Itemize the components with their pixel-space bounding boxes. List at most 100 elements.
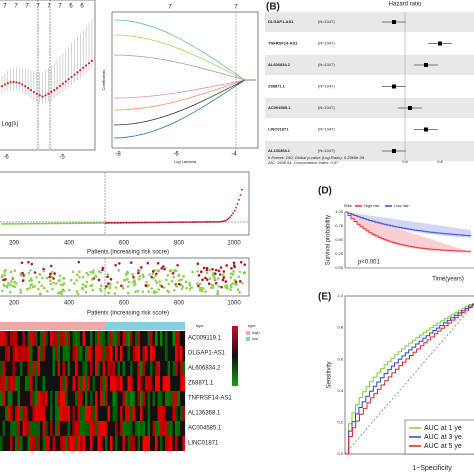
heat-cell bbox=[70, 406, 73, 421]
risk-point bbox=[95, 222, 98, 224]
heat-cell bbox=[27, 421, 31, 436]
heat-cell bbox=[80, 406, 83, 421]
heat-cell bbox=[77, 376, 81, 391]
status-point bbox=[106, 273, 110, 276]
heat-cell bbox=[110, 376, 113, 391]
status-point bbox=[84, 290, 88, 294]
heat-cell bbox=[175, 436, 178, 451]
gene-name: LINC01871 bbox=[268, 127, 289, 132]
heat-cell bbox=[180, 346, 183, 361]
risk-point bbox=[55, 222, 57, 225]
status-point bbox=[29, 283, 33, 287]
heat-cell bbox=[25, 376, 28, 391]
cv-point bbox=[15, 81, 18, 84]
heat-cell bbox=[137, 421, 141, 436]
cv-point bbox=[29, 89, 33, 92]
heat-cell bbox=[20, 376, 23, 391]
heat-cell bbox=[115, 361, 118, 376]
heat-cell bbox=[172, 421, 176, 436]
status-point bbox=[13, 280, 16, 284]
heat-cell bbox=[150, 331, 153, 346]
heat-cell bbox=[115, 331, 118, 346]
heat-cell bbox=[75, 331, 78, 346]
heat-cell bbox=[67, 406, 71, 421]
status-point bbox=[41, 276, 44, 280]
status-point bbox=[38, 273, 42, 276]
status-point bbox=[99, 289, 103, 293]
heat-cell bbox=[85, 391, 88, 406]
risk-point bbox=[115, 221, 117, 224]
risk-point bbox=[92, 222, 95, 224]
heat-cell bbox=[42, 391, 46, 406]
heat-cell bbox=[172, 376, 176, 391]
heat-cell bbox=[87, 391, 91, 406]
heat-cell bbox=[82, 406, 86, 421]
status-point bbox=[154, 274, 157, 278]
heat-cell bbox=[85, 331, 88, 346]
heat-cell bbox=[12, 361, 16, 376]
heat-cell bbox=[115, 346, 118, 361]
heat-cell bbox=[57, 376, 61, 391]
heat-cell bbox=[77, 391, 81, 406]
status-point bbox=[137, 271, 140, 275]
status-point bbox=[211, 273, 215, 277]
status-point bbox=[45, 276, 49, 280]
heat-cell bbox=[90, 421, 93, 436]
status-point bbox=[51, 287, 54, 291]
roc-curve bbox=[345, 303, 474, 455]
status-point bbox=[216, 289, 220, 293]
heat-cell bbox=[177, 346, 181, 361]
heat-cell bbox=[140, 376, 143, 391]
heat-cell bbox=[35, 361, 38, 376]
risk-point bbox=[22, 222, 24, 225]
heat-cell bbox=[45, 406, 48, 421]
heat-cell bbox=[142, 346, 146, 361]
heat-cell bbox=[122, 421, 126, 436]
status-point bbox=[49, 279, 52, 283]
status-point bbox=[162, 286, 166, 289]
risk-point bbox=[37, 222, 39, 225]
risk-point bbox=[5, 223, 8, 225]
cv-point bbox=[38, 94, 41, 97]
heat-cell bbox=[100, 331, 103, 346]
heat-cell bbox=[110, 346, 113, 361]
heat-cell bbox=[147, 361, 151, 376]
heat-cell bbox=[177, 421, 181, 436]
heat-cell bbox=[145, 361, 148, 376]
status-point bbox=[87, 273, 90, 277]
heat-cell bbox=[137, 361, 141, 376]
status-point bbox=[20, 261, 24, 265]
plot-frame bbox=[0, 171, 250, 236]
heat-cell bbox=[157, 406, 161, 421]
status-point bbox=[157, 269, 161, 273]
status-point bbox=[28, 279, 31, 283]
heat-cell bbox=[162, 346, 166, 361]
heat-cell bbox=[17, 361, 21, 376]
heat-cell bbox=[102, 346, 106, 361]
status-point bbox=[38, 292, 42, 296]
heat-cell bbox=[42, 331, 46, 346]
heat-cell bbox=[125, 331, 128, 346]
heat-cell bbox=[45, 436, 48, 451]
heat-cell bbox=[92, 361, 96, 376]
status-point bbox=[176, 263, 179, 267]
heat-cell bbox=[17, 391, 21, 406]
heat-cell bbox=[75, 346, 78, 361]
risk-point bbox=[83, 222, 86, 225]
heat-cell bbox=[60, 361, 63, 376]
heat-cell bbox=[85, 346, 88, 361]
status-point bbox=[46, 289, 49, 293]
heat-cell bbox=[145, 436, 148, 451]
status-point bbox=[217, 285, 221, 288]
risk-point bbox=[97, 222, 99, 224]
risk-point bbox=[77, 222, 80, 225]
risk-point bbox=[127, 221, 129, 224]
heat-cell bbox=[92, 391, 96, 406]
heat-cell bbox=[50, 376, 53, 391]
heat-cell bbox=[182, 361, 186, 376]
risk-point bbox=[53, 222, 56, 225]
status-point bbox=[58, 279, 61, 282]
status-point bbox=[15, 282, 18, 285]
heat-cell bbox=[72, 436, 76, 451]
heat-cell bbox=[90, 346, 93, 361]
